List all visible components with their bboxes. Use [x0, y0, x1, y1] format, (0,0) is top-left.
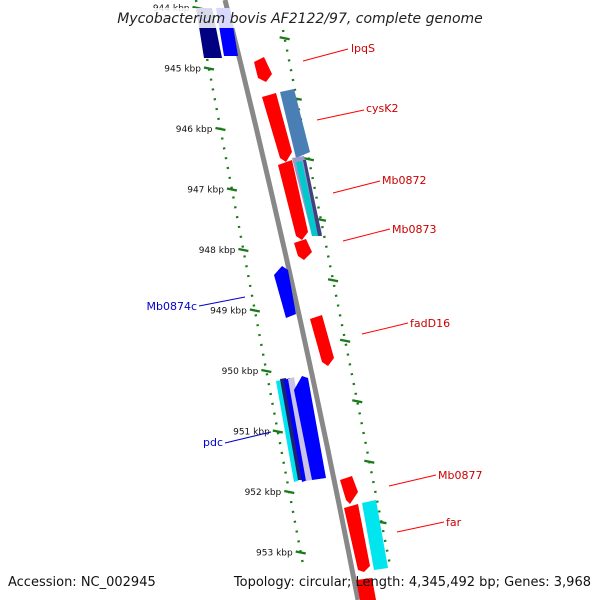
title-backdrop	[118, 8, 482, 28]
scale-tick-label: 952 kbp	[245, 488, 282, 498]
connector-Mb0872	[332, 180, 381, 194]
gene-feature-Mb0872[interactable]	[278, 160, 308, 240]
scale-track-inner	[194, 0, 305, 569]
gene-feature-bottom[interactable]	[356, 578, 376, 600]
connector-cysK2	[316, 109, 365, 121]
gene-label-Mb0874c[interactable]: Mb0874c	[146, 300, 197, 313]
gene-feature-fadD16[interactable]	[310, 315, 334, 366]
connector-far	[396, 521, 445, 533]
scale-tick-inner	[295, 550, 306, 555]
scale-tick-inner	[261, 368, 272, 374]
scale-tick-inner	[203, 66, 215, 71]
gene-feature-cysK2[interactable]	[280, 89, 310, 158]
scale-tick-outer	[327, 278, 339, 283]
map-title: Mycobacterium bovis AF2122/97, complete …	[117, 11, 483, 27]
scale-tick-label: 949 kbp	[210, 307, 247, 317]
gene-feature-navy-947[interactable]	[303, 160, 322, 236]
gene-feature-lpqS[interactable]	[254, 57, 272, 82]
footer-accession: Accession: NC_002945	[8, 575, 156, 590]
scale-tick-label: 946 kbp	[176, 125, 213, 135]
footer-topology: Topology: circular; Length: 4,345,492 bp…	[233, 575, 591, 590]
connector-lpqS	[302, 48, 349, 62]
connector-Mb0873	[342, 228, 391, 242]
gene-label-Mb0872[interactable]: Mb0872	[382, 174, 426, 187]
scale-tick-outer	[339, 338, 351, 343]
gene-feature-Mb0874c[interactable]	[274, 266, 296, 318]
scale-tick-outer	[279, 36, 290, 41]
gene-label-lpqS[interactable]: lpqS	[351, 42, 375, 55]
scale-tick-inner	[284, 489, 295, 495]
connector-pdc	[224, 431, 272, 444]
scale-tick-label: 947 kbp	[187, 186, 224, 196]
genome-backbone-line	[222, 0, 361, 600]
gene-label-Mb0877[interactable]: Mb0877	[438, 469, 482, 482]
scale-tick-label: 945 kbp	[164, 65, 201, 75]
connector-Mb0877	[388, 474, 437, 487]
gene-feature-reverse-951[interactable]	[294, 376, 326, 480]
gene-feature-cyan-947[interactable]	[296, 161, 318, 236]
gene-label-pdc[interactable]: pdc	[203, 436, 223, 449]
scale-tick-inner	[249, 308, 261, 313]
scale-tick-label: 950 kbp	[222, 367, 259, 377]
gene-label-fadD16[interactable]: fadD16	[410, 317, 450, 330]
scale-tick-inner	[226, 187, 238, 192]
connector-fadD16	[361, 322, 409, 335]
gene-labels: lpqS cysK2 Mb0872 Mb0873 fadD16 Mb0877 f…	[146, 42, 482, 529]
gene-label-cysK2[interactable]: cysK2	[366, 102, 399, 115]
scale-tick-label: 948 kbp	[199, 246, 236, 256]
gene-label-connectors	[198, 48, 445, 533]
gene-feature-lavender-951[interactable]	[288, 377, 312, 481]
scale-tick-inner	[238, 247, 249, 253]
scale-tick-outer	[303, 157, 315, 162]
connector-Mb0874c	[198, 296, 246, 307]
gene-feature-forward-946[interactable]	[262, 93, 292, 162]
gene-feature-far-cyan[interactable]	[362, 500, 388, 570]
gene-label-Mb0873[interactable]: Mb0873	[392, 223, 436, 236]
scale-tick-inner	[215, 126, 226, 132]
scale-tick-outer	[364, 459, 375, 464]
gene-label-far[interactable]: far	[446, 516, 462, 529]
scale-tick-outer	[352, 399, 363, 404]
gene-feature-Mb0873[interactable]	[294, 239, 312, 260]
gene-feature-Mb0877[interactable]	[340, 476, 358, 504]
gene-features	[196, 8, 388, 600]
scale-tick-label: 953 kbp	[256, 549, 293, 559]
scale-tick-label: 951 kbp	[233, 428, 270, 438]
scale-tick-inner	[272, 429, 284, 434]
gene-feature-far[interactable]	[344, 504, 370, 572]
